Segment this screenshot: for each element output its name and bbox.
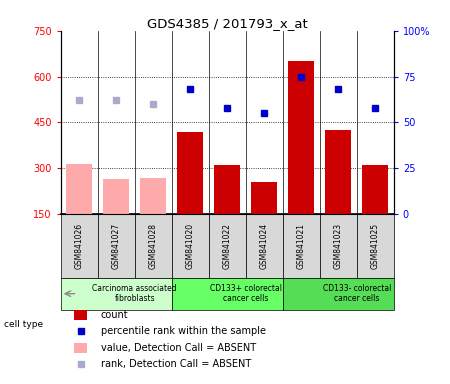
Bar [362,166,388,214]
Text: percentile rank within the sample: percentile rank within the sample [101,326,266,336]
Bar [104,179,129,214]
Text: GSM841027: GSM841027 [112,223,121,269]
Text: GSM841020: GSM841020 [186,223,195,269]
Bar [172,214,209,278]
Bar [357,214,394,278]
Title: GDS4385 / 201793_x_at: GDS4385 / 201793_x_at [147,17,308,30]
Bar [283,214,320,278]
Text: CD133- colorectal
cancer cells: CD133- colorectal cancer cells [323,284,391,303]
Text: count: count [101,310,128,320]
Text: value, Detection Call = ABSENT: value, Detection Call = ABSENT [101,343,256,353]
Bar [209,214,246,278]
Text: cell type: cell type [4,320,44,329]
Text: Carcinoma associated
fibroblasts: Carcinoma associated fibroblasts [92,284,177,303]
Bar [246,214,283,278]
Bar [98,214,135,278]
Bar [61,214,98,278]
Text: GSM841023: GSM841023 [334,223,343,269]
Bar [74,310,87,320]
Bar [214,166,240,214]
Bar [251,182,277,214]
Text: GSM841021: GSM841021 [297,223,306,269]
Text: GSM841024: GSM841024 [260,223,269,269]
Bar [135,214,172,278]
Bar [283,278,394,310]
Text: GSM841025: GSM841025 [371,223,380,269]
Text: rank, Detection Call = ABSENT: rank, Detection Call = ABSENT [101,359,251,369]
Bar [61,278,172,310]
Bar [320,214,357,278]
Text: GSM841026: GSM841026 [75,223,84,269]
Text: GSM841028: GSM841028 [149,223,158,269]
Bar [325,130,351,214]
Text: GSM841022: GSM841022 [223,223,232,269]
Text: CD133+ colorectal
cancer cells: CD133+ colorectal cancer cells [210,284,282,303]
Bar [172,278,283,310]
Bar [66,164,92,214]
Bar [177,132,203,214]
Bar [288,61,314,214]
Bar [74,343,87,353]
Bar [140,177,166,214]
